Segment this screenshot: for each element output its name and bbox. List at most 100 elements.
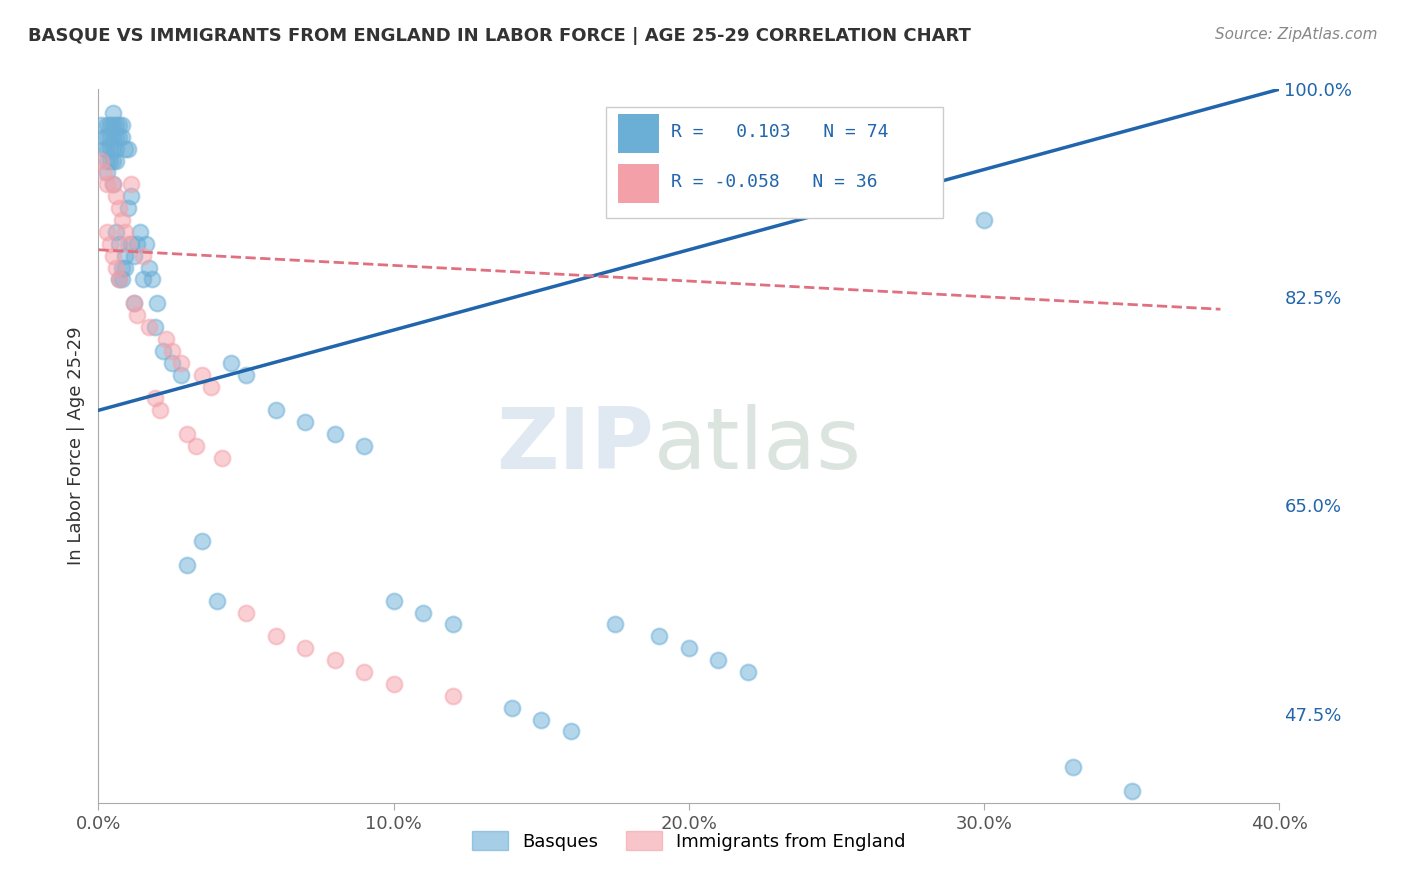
Point [412,606,434,620]
Point [96,153,118,168]
Point [108,272,131,286]
Point [678,641,700,656]
Point [108,272,131,286]
Point [108,129,131,144]
Point [191,368,214,382]
Point [98,142,121,156]
Point [105,260,128,275]
Point [138,320,160,334]
Point [103,178,125,192]
Point [1121,784,1143,798]
Point [108,236,131,251]
Point [128,225,150,239]
Point [143,320,166,334]
Y-axis label: In Labor Force | Age 25-29: In Labor Force | Age 25-29 [66,326,84,566]
Text: R =   0.103   N = 74: R = 0.103 N = 74 [671,123,889,141]
Point [114,260,136,275]
Point [96,129,118,144]
Point [176,558,198,572]
Point [105,142,128,156]
Point [323,427,346,442]
Point [170,356,193,370]
Point [114,142,136,156]
Point [98,129,121,144]
Point [141,272,163,286]
Point [353,665,375,679]
Point [105,225,128,239]
Point [441,689,464,703]
Point [98,118,121,132]
Point [117,201,139,215]
Point [737,665,759,679]
Point [98,236,121,251]
Bar [619,164,659,203]
Point [191,534,214,549]
Point [382,593,405,607]
Point [152,343,174,358]
Point [103,129,125,144]
Point [90,153,112,168]
Point [122,296,145,310]
Point [184,439,207,453]
Point [96,178,118,192]
Point [96,142,118,156]
Point [96,225,118,239]
Point [93,165,115,179]
Point [132,249,155,263]
Text: atlas: atlas [654,404,862,488]
Point [530,713,553,727]
Point [114,225,136,239]
Point [1062,760,1084,774]
Point [103,106,125,120]
Point [111,260,134,275]
Point [96,118,118,132]
Point [143,392,166,406]
Point [155,332,177,346]
Point [382,677,405,691]
Point [108,118,131,132]
Point [103,118,125,132]
Point [122,249,145,263]
Point [200,379,222,393]
Point [973,213,995,227]
Point [323,653,346,667]
Point [90,118,112,132]
Point [294,641,316,656]
Point [264,629,287,643]
Point [170,368,193,382]
Point [103,249,125,263]
Point [111,118,134,132]
Point [125,236,148,251]
Bar [619,114,659,153]
Point [149,403,172,417]
Point [162,343,183,358]
Point [146,296,169,310]
Text: R = -0.058   N = 36: R = -0.058 N = 36 [671,173,877,191]
Point [105,118,128,132]
Text: Source: ZipAtlas.com: Source: ZipAtlas.com [1215,27,1378,42]
Point [176,427,198,442]
Point [560,724,582,739]
Point [111,272,134,286]
Point [138,260,160,275]
Text: ZIP: ZIP [496,404,654,488]
Point [264,403,287,417]
Point [105,153,128,168]
Point [235,606,257,620]
Point [93,142,115,156]
Point [120,178,142,192]
Point [135,236,157,251]
Point [105,189,128,203]
Point [162,356,183,370]
Point [93,129,115,144]
Point [103,142,125,156]
Point [125,308,148,322]
Point [111,213,134,227]
Point [205,593,228,607]
Point [211,450,233,465]
Point [117,142,139,156]
Point [132,272,155,286]
Text: BASQUE VS IMMIGRANTS FROM ENGLAND IN LABOR FORCE | AGE 25-29 CORRELATION CHART: BASQUE VS IMMIGRANTS FROM ENGLAND IN LAB… [28,27,972,45]
Point [108,201,131,215]
Point [648,629,671,643]
